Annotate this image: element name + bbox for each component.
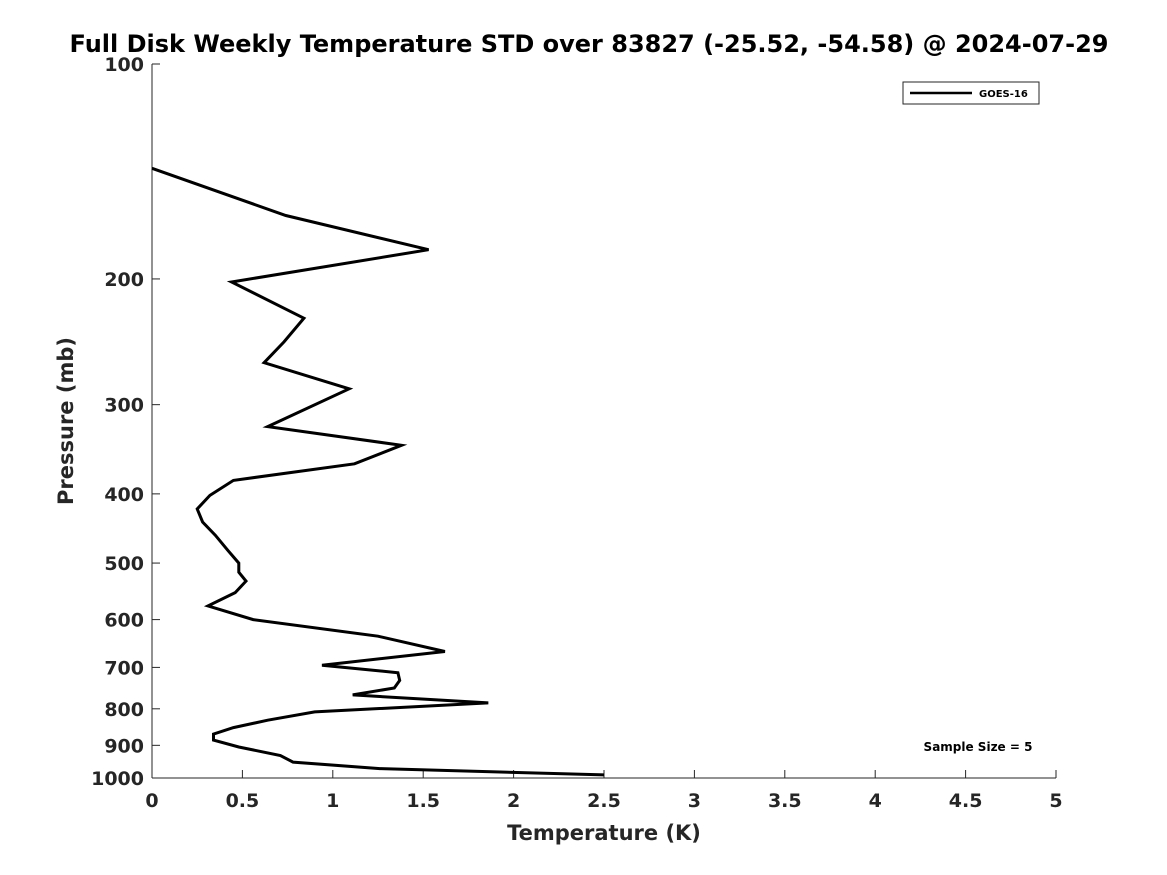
x-axis-label: Temperature (K) (507, 821, 701, 845)
legend-label-goes-16: GOES-16 (979, 89, 1028, 100)
sample-size-annotation: Sample Size = 5 (924, 740, 1033, 754)
x-tick-label: 2 (507, 790, 520, 812)
y-tick-label: 1000 (91, 768, 144, 790)
x-axis-ticks: 0 0.5 1 1.5 2 2.5 3 3.5 4 4.5 5 (145, 770, 1063, 812)
x-tick-label: 1.5 (406, 790, 440, 812)
x-tick-label: 4.5 (949, 790, 983, 812)
chart-title: Full Disk Weekly Temperature STD over 83… (70, 30, 1109, 58)
y-tick-label: 300 (104, 395, 144, 417)
y-tick-label: 500 (104, 553, 144, 575)
y-axis-ticks: 100 200 300 400 500 600 700 800 900 1000 (91, 54, 160, 790)
x-tick-label: 4 (869, 790, 882, 812)
y-tick-label: 700 (104, 657, 144, 679)
y-tick-label: 400 (104, 484, 144, 506)
x-tick-label: 3.5 (768, 790, 802, 812)
y-tick-label: 200 (104, 269, 144, 291)
y-tick-label: 100 (104, 54, 144, 76)
x-tick-label: 3 (688, 790, 701, 812)
x-tick-label: 2.5 (587, 790, 621, 812)
y-axis-label: Pressure (mb) (54, 337, 78, 505)
x-tick-label: 5 (1049, 790, 1062, 812)
series-layer (151, 166, 605, 777)
legend: GOES-16 (902, 81, 1040, 105)
series-line-goes-16 (151, 166, 605, 777)
x-tick-label: 1 (326, 790, 339, 812)
y-tick-label: 600 (104, 610, 144, 632)
y-tick-label: 900 (104, 735, 144, 757)
x-tick-label: 0 (145, 790, 158, 812)
x-tick-label: 0.5 (226, 790, 260, 812)
y-tick-label: 800 (104, 699, 144, 721)
